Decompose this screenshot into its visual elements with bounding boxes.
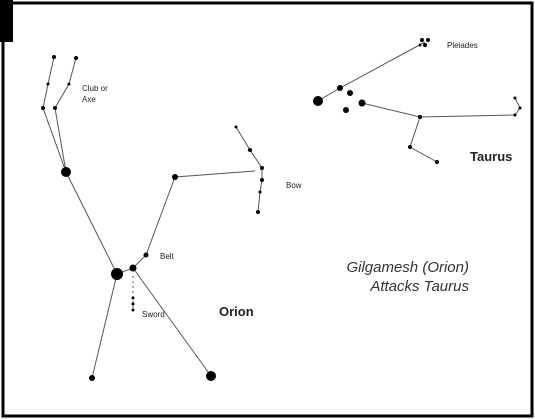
frame bbox=[3, 3, 532, 416]
label: Belt bbox=[160, 252, 175, 261]
label: Pleiades bbox=[447, 41, 478, 50]
label: Taurus bbox=[470, 149, 512, 164]
label: Axe bbox=[82, 95, 96, 104]
label: Sword bbox=[142, 310, 165, 319]
label: Bow bbox=[286, 181, 302, 190]
caption: Gilgamesh (Orion) bbox=[346, 259, 469, 276]
lines bbox=[43, 42, 520, 378]
corner-block bbox=[0, 0, 13, 42]
star-chart: Club or Axe Bow Belt Sword Orion Pleiade… bbox=[0, 0, 535, 419]
label: Orion bbox=[219, 304, 254, 319]
caption: Attacks Taurus bbox=[369, 278, 469, 295]
stars bbox=[41, 38, 522, 381]
label: Club or bbox=[82, 84, 108, 93]
